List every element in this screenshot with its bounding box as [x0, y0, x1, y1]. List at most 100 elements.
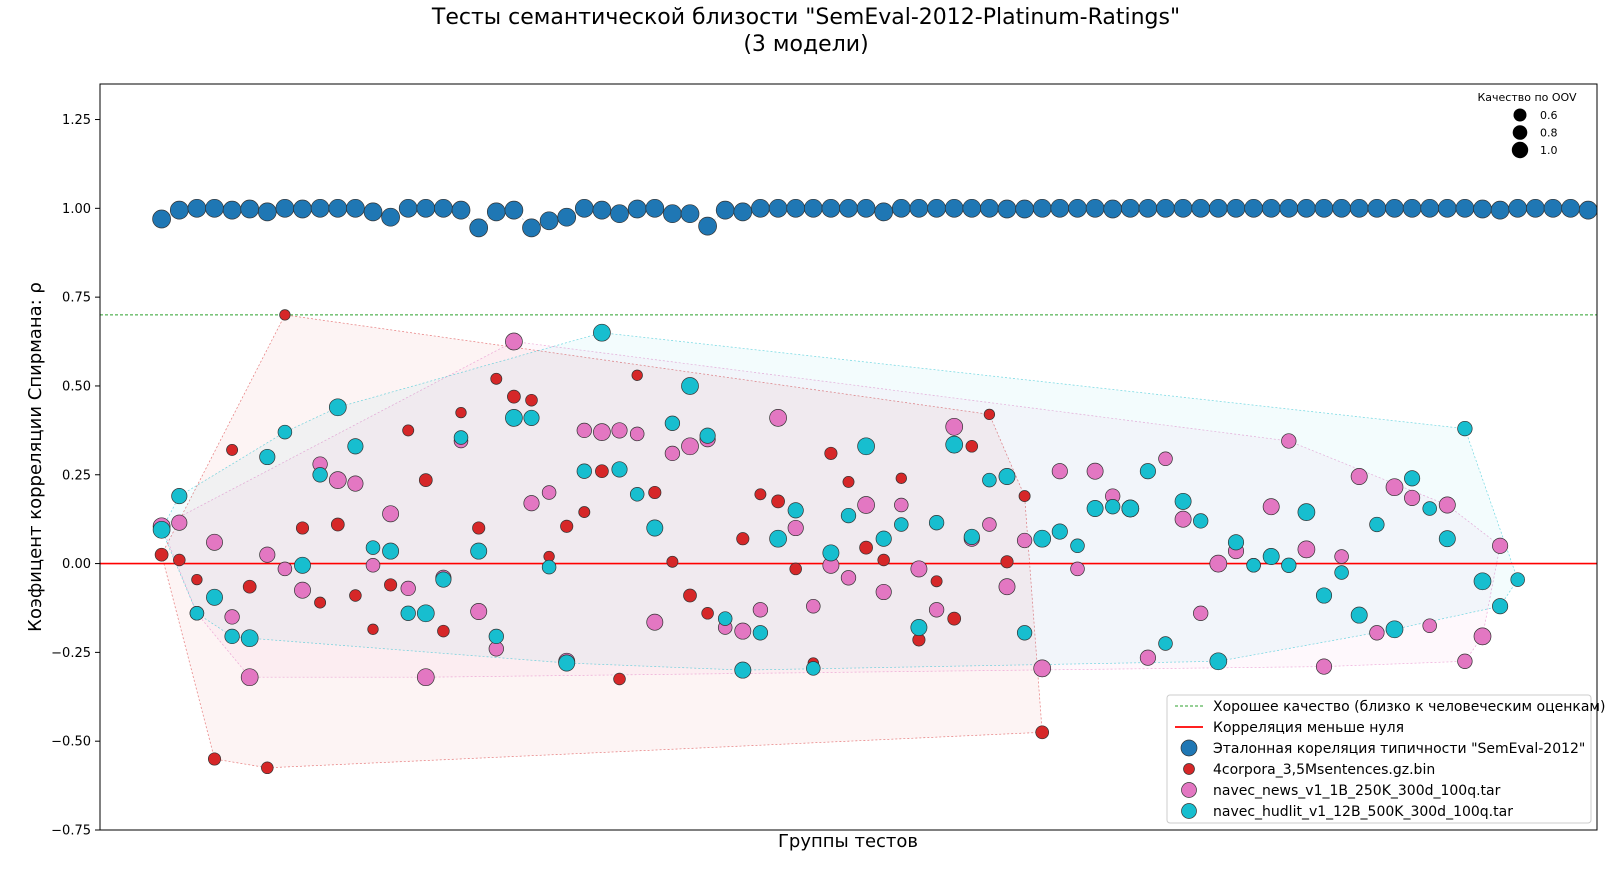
- data-point: [806, 598, 821, 614]
- data-point: [328, 198, 348, 218]
- data-point: [363, 202, 383, 222]
- data-point: [627, 199, 647, 219]
- data-point: [205, 198, 224, 218]
- data-point: [1174, 510, 1192, 528]
- data-point: [1350, 606, 1368, 624]
- data-point: [576, 463, 592, 479]
- y-tick-label: −0.25: [51, 646, 91, 661]
- data-point: [1209, 554, 1228, 573]
- data-point: [733, 202, 753, 222]
- data-point: [856, 198, 876, 218]
- data-point: [154, 547, 169, 562]
- data-point: [1281, 433, 1297, 449]
- data-point: [1051, 463, 1068, 480]
- data-point: [365, 558, 381, 573]
- data-point: [472, 521, 486, 535]
- data-point: [1492, 537, 1509, 554]
- legend-label: navec_hudlit_v1_12B_500K_300d_100q.tar: [1213, 804, 1513, 820]
- data-point: [646, 613, 664, 631]
- y-tick-label: −0.75: [51, 824, 91, 839]
- data-point: [206, 533, 223, 551]
- data-point: [1016, 532, 1033, 549]
- data-point: [347, 475, 364, 492]
- data-point: [578, 506, 591, 519]
- size-legend-title: Качество по OOV: [1477, 91, 1577, 104]
- hull-4corpora-3-5msentences-gz-bin: [161, 314, 1043, 769]
- plot-frame: [99, 83, 1598, 831]
- data-point: [1193, 605, 1209, 621]
- data-point: [857, 437, 875, 456]
- data-point: [1173, 198, 1193, 218]
- data-point: [1473, 199, 1492, 219]
- data-point: [1070, 538, 1085, 554]
- data-point: [1016, 625, 1033, 641]
- data-point: [771, 494, 785, 509]
- data-point: [631, 369, 643, 381]
- data-point: [945, 435, 964, 454]
- series-navec-hudlit-v1-12b-500k-300d-100q-tar: [152, 323, 1525, 679]
- data-point: [611, 422, 628, 439]
- data-point: [1455, 198, 1475, 218]
- data-point: [242, 579, 257, 594]
- data-point: [1121, 499, 1140, 518]
- data-point: [610, 204, 629, 224]
- data-point: [275, 198, 295, 218]
- data-point: [1492, 598, 1509, 615]
- data-point: [400, 580, 416, 597]
- data-point: [1158, 636, 1173, 651]
- y-tick-label: −0.50: [51, 735, 91, 750]
- data-point: [895, 472, 907, 484]
- plot-area: [100, 198, 1598, 775]
- data-point: [486, 202, 506, 222]
- data-point: [1561, 198, 1580, 218]
- data-point: [206, 588, 223, 606]
- data-point: [169, 200, 189, 220]
- data-point: [525, 393, 538, 407]
- data-point: [451, 200, 471, 220]
- data-point: [787, 519, 804, 537]
- data-point: [189, 606, 205, 621]
- data-point: [504, 200, 524, 220]
- y-tick-label: 0.75: [62, 291, 91, 306]
- data-point: [822, 544, 840, 562]
- data-point: [539, 211, 559, 231]
- data-point: [664, 415, 681, 431]
- data-point: [382, 542, 400, 560]
- data-point: [683, 588, 697, 603]
- size-legend-marker: [1511, 141, 1529, 159]
- data-point: [293, 199, 312, 219]
- data-point: [947, 611, 962, 626]
- data-point: [416, 604, 435, 623]
- data-point: [998, 578, 1016, 596]
- data-point: [645, 198, 665, 218]
- data-point: [927, 198, 946, 218]
- data-point: [1000, 555, 1014, 569]
- data-point: [434, 198, 453, 218]
- data-point: [346, 198, 365, 218]
- data-point: [1350, 468, 1368, 485]
- data-point: [277, 561, 293, 577]
- data-point: [381, 207, 400, 227]
- data-point: [613, 672, 626, 686]
- data-point: [910, 619, 928, 636]
- data-point: [842, 475, 855, 488]
- data-point: [541, 559, 557, 575]
- data-point: [1314, 198, 1334, 218]
- data-point: [734, 622, 752, 640]
- data-point: [365, 540, 381, 555]
- data-point: [1281, 557, 1297, 573]
- data-point: [1226, 198, 1246, 218]
- data-point: [1334, 549, 1349, 564]
- data-point: [1138, 198, 1158, 218]
- data-point: [962, 198, 982, 218]
- data-point: [1457, 420, 1473, 437]
- data-point: [347, 438, 364, 455]
- data-point: [874, 202, 894, 222]
- data-point: [557, 207, 577, 227]
- data-point: [523, 409, 540, 426]
- data-point: [840, 570, 857, 586]
- data-point: [224, 628, 240, 645]
- data-point: [402, 424, 415, 437]
- legend-marker: [1181, 782, 1197, 798]
